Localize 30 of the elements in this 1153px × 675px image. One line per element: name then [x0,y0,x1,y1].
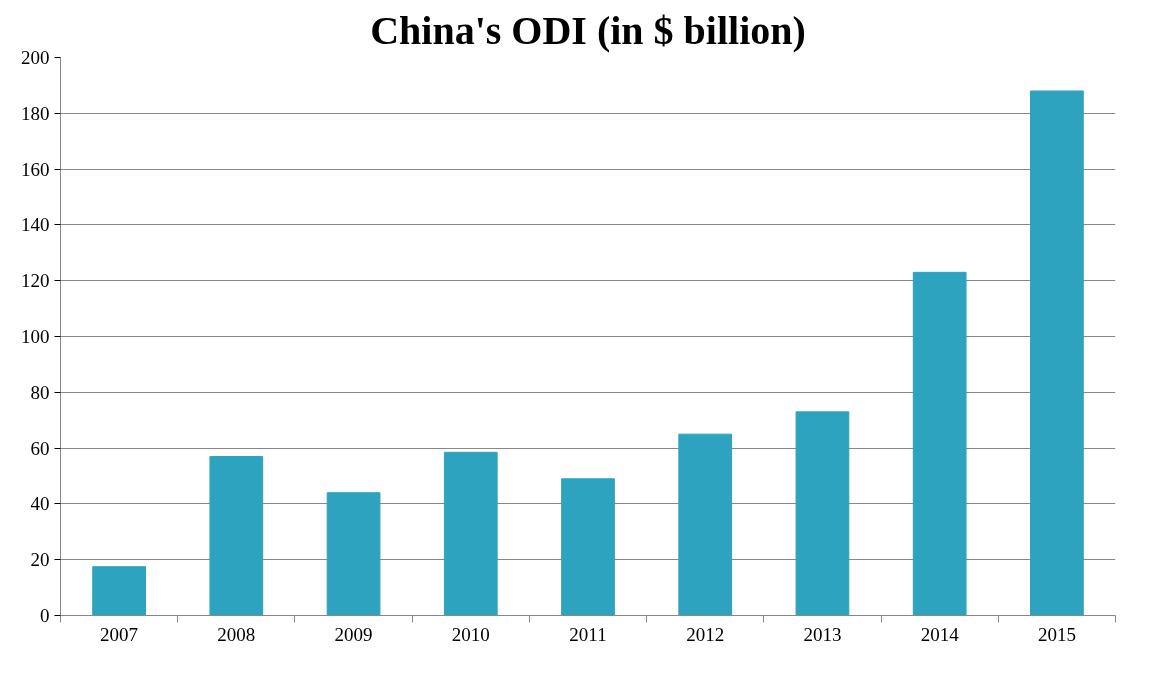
y-tick-label: 60 [30,437,50,459]
bar [678,433,733,616]
x-tick-label: 2010 [451,623,490,645]
x-tick-label: 2013 [803,623,842,645]
x-tick-label: 2011 [569,623,607,645]
chart-title: China's ODI (in $ billion) [370,7,806,53]
x-tick-label: 2015 [1037,623,1076,645]
x-tick-label: 2012 [686,623,725,645]
bar [561,478,615,616]
y-tick-label: 40 [30,493,50,515]
y-tick-label: 160 [21,158,50,180]
y-tick-label: 80 [30,381,50,403]
y-tick-label: 120 [21,270,50,292]
bar [443,451,498,616]
bar [92,566,146,616]
bar [209,455,264,616]
y-tick-label: 0 [40,605,50,626]
y-tick-label: 200 [21,47,50,68]
y-tick-label: 100 [21,326,50,347]
bar [1030,90,1084,616]
y-tick-label: 20 [30,549,50,571]
bar [912,271,967,616]
y-tick-label: 140 [21,214,50,236]
y-tick-label: 180 [21,102,50,124]
bar [326,492,381,616]
x-tick-label: 2009 [334,623,373,645]
x-tick-label: 2008 [217,623,256,645]
x-tick-label: 2007 [100,623,139,645]
bar [795,411,850,616]
x-tick-label: 2014 [920,623,960,645]
